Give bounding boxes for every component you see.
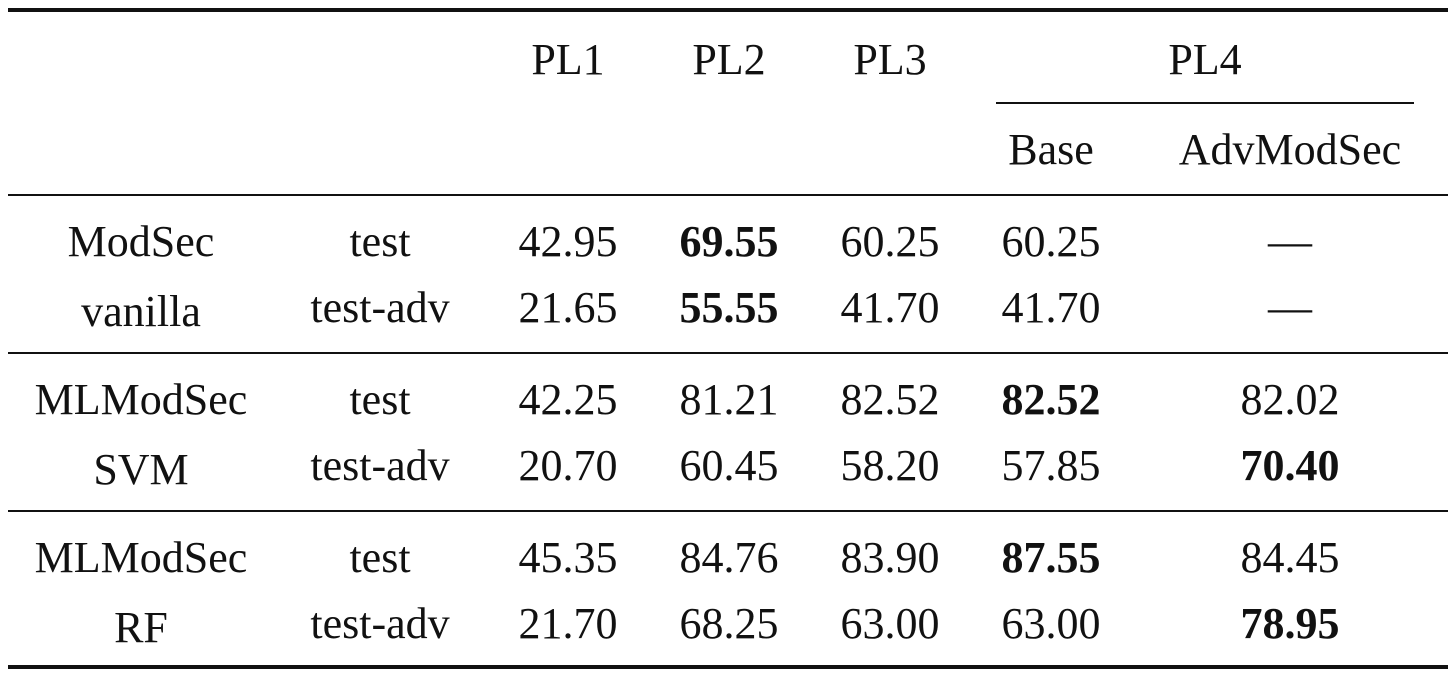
value-cell: 45.35 — [518, 533, 618, 582]
header-pl1: PL1 — [531, 35, 605, 84]
model-variant: RF — [114, 603, 168, 652]
header-pl4-advmodsec: AdvModSec — [1178, 125, 1402, 174]
value-cell: 20.70 — [518, 441, 618, 490]
group-rule-2 — [8, 510, 1448, 512]
value-cell: 70.40 — [1240, 441, 1340, 490]
value-cell: 68.25 — [679, 599, 779, 648]
model-name: ModSec — [67, 217, 215, 266]
value-cell: 69.55 — [679, 217, 779, 266]
header-rule — [8, 194, 1448, 196]
value-cell: 82.52 — [1001, 375, 1101, 424]
value-cell: 60.25 — [840, 217, 940, 266]
header-pl3: PL3 — [853, 35, 927, 84]
group-rule-1 — [8, 352, 1448, 354]
model-variant: vanilla — [81, 287, 201, 336]
split-label: test — [349, 375, 411, 424]
value-cell: 87.55 — [1001, 533, 1101, 582]
value-cell: 41.70 — [1001, 283, 1101, 332]
model-name: MLModSec — [34, 533, 248, 582]
value-cell: 63.00 — [1001, 599, 1101, 648]
value-cell: 84.76 — [679, 533, 779, 582]
bottom-rule — [8, 665, 1448, 669]
value-cell: 84.45 — [1240, 533, 1340, 582]
model-variant: SVM — [93, 445, 189, 494]
value-cell: 21.70 — [518, 599, 618, 648]
value-cell: 83.90 — [840, 533, 940, 582]
value-cell: 42.25 — [518, 375, 618, 424]
value-cell: — — [1268, 283, 1312, 332]
value-cell: 60.25 — [1001, 217, 1101, 266]
header-pl2: PL2 — [692, 35, 766, 84]
value-cell: 82.02 — [1240, 375, 1340, 424]
split-label: test-adv — [310, 599, 450, 648]
pl4-cmidrule — [996, 102, 1414, 104]
split-label: test — [349, 217, 411, 266]
split-label: test — [349, 533, 411, 582]
value-cell: 55.55 — [679, 283, 779, 332]
top-rule — [8, 8, 1448, 12]
model-name: MLModSec — [34, 375, 248, 424]
split-label: test-adv — [310, 283, 450, 332]
value-cell: 63.00 — [840, 599, 940, 648]
value-cell: 82.52 — [840, 375, 940, 424]
header-pl4: PL4 — [1168, 35, 1242, 84]
value-cell: — — [1268, 217, 1312, 266]
header-pl4-base: Base — [1008, 125, 1094, 174]
value-cell: 41.70 — [840, 283, 940, 332]
value-cell: 81.21 — [679, 375, 779, 424]
value-cell: 60.45 — [679, 441, 779, 490]
value-cell: 42.95 — [518, 217, 618, 266]
split-label: test-adv — [310, 441, 450, 490]
value-cell: 58.20 — [840, 441, 940, 490]
value-cell: 57.85 — [1001, 441, 1101, 490]
value-cell: 21.65 — [518, 283, 618, 332]
value-cell: 78.95 — [1240, 599, 1340, 648]
